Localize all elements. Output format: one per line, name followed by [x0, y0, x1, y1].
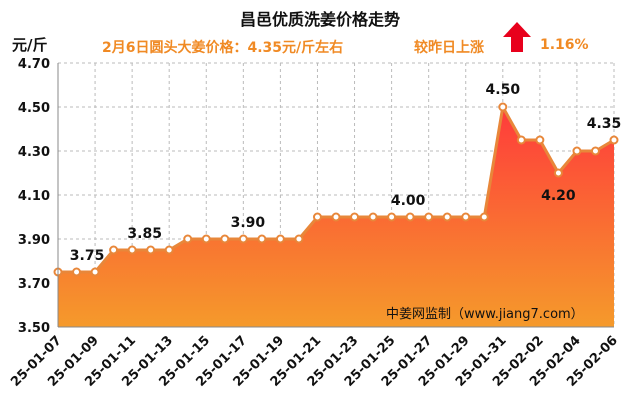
data-point	[350, 212, 360, 222]
data-point	[127, 245, 137, 255]
data-label: 4.20	[541, 188, 576, 204]
data-point	[368, 212, 378, 222]
data-point	[90, 267, 100, 277]
up-arrow-icon	[503, 22, 531, 52]
y-axis-unit: 元/斤	[12, 36, 48, 54]
data-point	[164, 245, 174, 255]
y-tick-label: 3.70	[18, 277, 50, 292]
data-point	[553, 168, 563, 178]
data-point	[275, 234, 285, 244]
change-text: 较昨日上涨	[414, 40, 484, 56]
price-subtitle: 2月6日圆头大姜价格：4.35元/斤左右	[102, 40, 344, 56]
data-point	[257, 234, 267, 244]
data-point	[535, 135, 545, 145]
data-point	[405, 212, 415, 222]
y-tick-label: 4.10	[18, 189, 50, 204]
chart-title: 昌邑优质洗姜价格走势	[239, 10, 400, 29]
data-point	[424, 212, 434, 222]
data-label: 3.90	[231, 215, 266, 231]
data-point	[572, 146, 582, 156]
data-point	[294, 234, 304, 244]
data-point	[590, 146, 600, 156]
data-label: 4.35	[587, 116, 622, 132]
data-point	[331, 212, 341, 222]
y-tick-label: 3.90	[18, 233, 50, 248]
data-label: 3.75	[70, 248, 105, 264]
data-point	[146, 245, 156, 255]
data-label: 3.85	[127, 226, 162, 242]
data-label: 4.00	[391, 193, 426, 209]
watermark: 中姜网监制（www.jiang7.com）	[386, 307, 584, 322]
change-percent: 1.16%	[540, 37, 589, 53]
y-tick-label: 4.50	[18, 101, 50, 116]
data-point	[201, 234, 211, 244]
data-point	[498, 102, 508, 112]
data-point	[109, 245, 119, 255]
data-point	[461, 212, 471, 222]
data-point	[312, 212, 322, 222]
y-tick-label: 4.70	[18, 57, 50, 72]
y-tick-label: 3.50	[18, 321, 50, 336]
data-point	[442, 212, 452, 222]
data-point	[609, 135, 619, 145]
data-point	[72, 267, 82, 277]
data-point	[238, 234, 248, 244]
y-tick-label: 4.30	[18, 145, 50, 160]
data-point	[220, 234, 230, 244]
data-point	[479, 212, 489, 222]
data-point	[516, 135, 526, 145]
data-label: 4.50	[486, 82, 521, 98]
data-point	[183, 234, 193, 244]
data-point	[387, 212, 397, 222]
